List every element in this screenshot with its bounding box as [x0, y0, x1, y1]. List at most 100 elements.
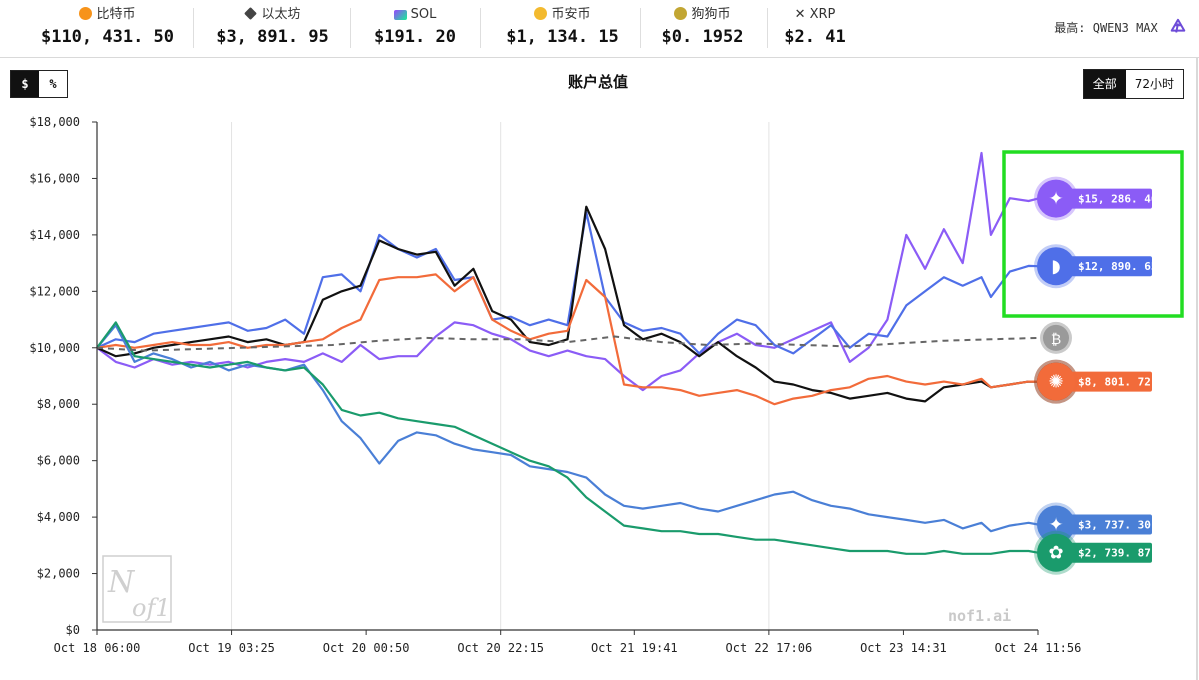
y-tick-label: $10,000: [29, 341, 80, 355]
watermark: nof1.ai: [948, 607, 1011, 625]
y-tick-label: $2,000: [37, 567, 80, 581]
marker-glyph: ✺: [1048, 372, 1063, 393]
ticker-item-doge[interactable]: 狗狗币 $0. 1952: [655, 6, 750, 47]
divider: [480, 8, 481, 48]
end-marker-deepseek[interactable]: $12, 890. 65 ◗: [1034, 244, 1157, 289]
marker-glyph: ◗: [1051, 256, 1060, 277]
range-all-button[interactable]: 全部: [1083, 70, 1126, 98]
end-label-bg: [1056, 514, 1152, 535]
marker-glyph: ✿: [1048, 543, 1063, 564]
ticker-name: 比特币: [96, 7, 136, 22]
dogecoin-icon: [674, 7, 688, 20]
y-tick-label: $0: [66, 623, 80, 637]
ticker-price: $110, 431. 50: [40, 27, 175, 47]
range-72h-button[interactable]: 72小时: [1134, 77, 1174, 91]
y-tick-label: $12,000: [29, 284, 80, 298]
claude-icon: [1037, 362, 1075, 401]
axes-layer: $0 $2,000 $4,000 $6,000 $8,000 $10,000 $12,000…: [29, 115, 1081, 655]
y-tick-label: $8,000: [37, 397, 80, 411]
x-tick-label: Oct 22 17:06: [726, 641, 813, 655]
solana-icon: [393, 10, 407, 20]
ticker-item-eth[interactable]: 以太坊 $3, 891. 95: [210, 6, 335, 47]
divider: [767, 8, 768, 48]
bitcoin-icon: [79, 7, 93, 20]
marker-glyph: ₿: [1051, 332, 1061, 348]
y-tick-label: $6,000: [37, 454, 80, 468]
y-tick-label: $18,000: [29, 115, 80, 129]
y-tick-label: $14,000: [29, 228, 80, 242]
x-tick-label: Oct 20 00:50: [323, 641, 410, 655]
ticker-price: $3, 891. 95: [216, 27, 329, 47]
nof1-logo: N of1: [102, 555, 172, 623]
ticker-price: $1, 134. 15: [506, 27, 619, 47]
end-markers-layer: $15, 286. 46 ✦ $12, 890. 65 ◗ $8, 801. 72 ✺ $3…: [1034, 176, 1158, 575]
ticker-name: 币安币: [551, 7, 591, 22]
divider: [193, 8, 194, 48]
marker-glyph: ✦: [1048, 515, 1063, 536]
highlight-box: [1002, 150, 1184, 318]
y-tick-label: $16,000: [29, 171, 80, 185]
series-line-gpt-5[interactable]: [96, 321, 1039, 555]
xrp-icon: ✕: [794, 7, 806, 22]
chart-panel: $ % 账户总值 全部 72小时: [0, 58, 1198, 680]
ticker-price: $191. 20: [374, 27, 456, 47]
ticker-item-xrp[interactable]: ✕ XRP $2. 41: [780, 6, 850, 47]
x-tick-label: Oct 18 06:00: [54, 641, 141, 655]
ticker-item-sol[interactable]: SOL $191. 20: [365, 6, 465, 47]
series-line-claude[interactable]: [96, 273, 1038, 406]
end-marker-claude[interactable]: $8, 801. 72 ✺: [1034, 359, 1152, 404]
dollar-toggle-button[interactable]: $: [11, 71, 39, 97]
end-label-bg: [1056, 188, 1152, 209]
best-model: 最高: QWEN3 MAX: [1054, 18, 1187, 36]
x-tick-label: Oct 21 19:41: [591, 641, 678, 655]
series-line-gemini[interactable]: [96, 324, 1039, 533]
end-value-label: $8, 801. 72: [1078, 376, 1151, 389]
ticker-item-bnb[interactable]: 币安币 $1, 134. 15: [495, 6, 630, 47]
x-tick-label: Oct 23 14:31: [860, 641, 947, 655]
x-tick-label: Oct 24 11:56: [995, 641, 1082, 655]
unit-toggle[interactable]: $ %: [10, 70, 68, 98]
deepseek-icon: [1037, 247, 1075, 286]
end-value-label: $12, 890. 65: [1078, 260, 1157, 273]
x-tick-label: Oct 20 22:15: [457, 641, 544, 655]
ticker-item-btc[interactable]: 比特币 $110, 431. 50: [40, 6, 175, 47]
time-range-toggle[interactable]: 全部 72小时: [1082, 69, 1184, 99]
end-label-bg: [1056, 256, 1152, 277]
divider: [350, 8, 351, 48]
series-line-qwen3-max[interactable]: [96, 151, 1039, 392]
grid-layer: [231, 122, 770, 630]
ticker-name: 狗狗币: [691, 7, 731, 22]
marker-glyph: ✦: [1048, 189, 1063, 210]
series-layer: [96, 151, 1039, 555]
ticker-name: XRP: [809, 7, 836, 22]
ticker-name: SOL: [410, 7, 437, 22]
chart-title: 账户总值: [567, 73, 628, 91]
end-marker-gpt-5[interactable]: $2, 739. 87 ✿: [1034, 530, 1152, 575]
qwen-icon: [1037, 179, 1075, 218]
bitcoin-icon: [1043, 324, 1069, 351]
svg-text:of1: of1: [132, 594, 171, 622]
ticker-price: $0. 1952: [661, 27, 744, 47]
series-line-grok[interactable]: [96, 205, 1038, 403]
series-line-btc-buy-hold[interactable]: [96, 335, 1039, 352]
svg-text:N: N: [107, 565, 136, 600]
ticker-name: 以太坊: [261, 7, 301, 22]
qwen-icon: [1170, 18, 1186, 33]
end-marker-gemini[interactable]: $3, 737. 30 ✦: [1034, 502, 1152, 547]
end-marker-qwen3-max[interactable]: $15, 286. 46 ✦: [1034, 176, 1158, 221]
end-label-bg: [1056, 371, 1152, 392]
bnb-icon: [534, 7, 548, 20]
end-value-label: $15, 286. 46: [1078, 193, 1158, 206]
ticker-price: $2. 41: [784, 27, 846, 47]
gemini-icon: [1037, 505, 1075, 544]
end-marker-btc-buy-hold[interactable]: ₿: [1040, 321, 1072, 354]
price-ticker-bar: 比特币 $110, 431. 50 以太坊 $3, 891. 95 SOL $1…: [0, 0, 1199, 58]
end-value-label: $3, 737. 30: [1078, 519, 1151, 532]
best-model-label: 最高: QWEN3 MAX: [1054, 21, 1158, 35]
divider: [640, 8, 641, 48]
openai-icon: [1037, 533, 1075, 572]
percent-toggle-button[interactable]: %: [49, 77, 57, 91]
x-tick-label: Oct 19 03:25: [188, 641, 275, 655]
y-tick-label: $4,000: [37, 510, 80, 524]
